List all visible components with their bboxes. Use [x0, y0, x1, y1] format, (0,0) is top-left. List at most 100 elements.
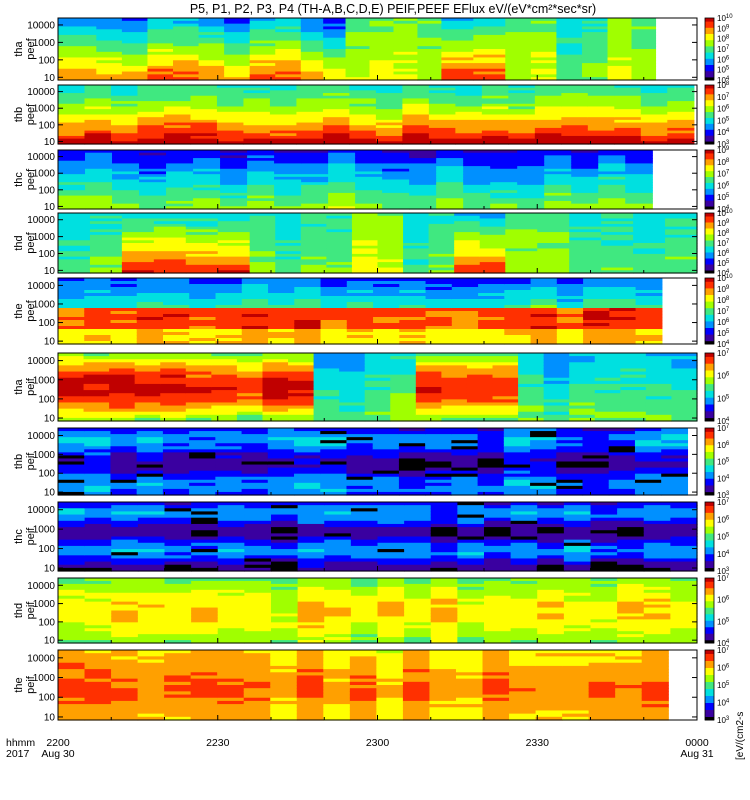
heatmap-cell [530, 302, 558, 306]
heatmap-cell [313, 387, 340, 391]
heatmap-cell [313, 359, 340, 363]
heatmap-cell [454, 267, 481, 271]
heatmap-cell [58, 589, 86, 594]
heatmap-cell [136, 473, 164, 478]
heatmap-cell [84, 440, 112, 444]
heatmap-cell [224, 63, 251, 67]
heatmap-cell [58, 68, 97, 73]
heatmap-cell [617, 598, 645, 603]
heatmap-cell [58, 221, 91, 225]
heatmap-cell [484, 511, 512, 516]
heatmap-cell [185, 402, 212, 407]
heatmap-cell [58, 411, 85, 416]
heatmap-cell [269, 90, 298, 94]
heatmap-cell [436, 182, 464, 186]
heatmap-cell [430, 542, 458, 547]
heatmap-cell [164, 505, 192, 509]
heatmap-cell [543, 353, 570, 357]
heatmap-cell [594, 368, 621, 373]
heatmap-cell [249, 43, 276, 47]
heatmap-cell [136, 305, 164, 309]
heatmap-cell [436, 192, 464, 197]
heatmap-cell [563, 637, 592, 641]
heatmap-cell [463, 168, 491, 173]
heatmap-cell [350, 523, 379, 528]
heatmap-cell [490, 158, 518, 162]
heatmap-cell [163, 323, 190, 327]
heatmap-cell [393, 49, 419, 53]
heatmap-cell [403, 221, 430, 225]
heatmap-cell [274, 195, 302, 199]
heatmap-cell [670, 523, 698, 528]
heatmap-cell [153, 267, 187, 271]
heatmap-cell [510, 583, 538, 588]
y-tick-label: 10000 [27, 581, 55, 592]
heatmap-cell [671, 414, 698, 419]
heatmap-cell [110, 323, 138, 327]
heatmap-cell [409, 171, 437, 175]
heatmap-cell [561, 125, 589, 129]
heatmap-cell [607, 60, 633, 64]
heatmap-cell [399, 311, 427, 315]
heatmap-cell [455, 93, 483, 97]
heatmap-cell [244, 583, 272, 588]
heatmap-cell [415, 374, 442, 379]
heatmap-cell [670, 549, 698, 553]
heatmap-cell [503, 431, 531, 435]
heatmap-cell [58, 536, 86, 541]
heatmap-cell [58, 637, 86, 641]
heatmap-cell [350, 555, 379, 560]
heatmap-cell [425, 329, 453, 333]
heatmap-cell [110, 437, 138, 441]
heatmap-cell [236, 396, 264, 400]
heatmap-cell [671, 408, 698, 413]
heatmap-cell [275, 237, 302, 241]
heatmap-cell [328, 200, 356, 205]
heatmap-cell [490, 198, 518, 202]
heatmap-cell [346, 437, 374, 441]
heatmap-cell [185, 234, 219, 239]
heatmap-cell [110, 455, 138, 460]
heatmap-cell [288, 399, 315, 404]
heatmap-cell [504, 338, 532, 342]
heatmap-cell [84, 293, 112, 297]
heatmap-cell [84, 338, 112, 342]
heatmap-cell [430, 545, 458, 550]
heatmap-cell [339, 414, 366, 419]
heatmap-cell [393, 68, 419, 73]
heatmap-cell [620, 371, 647, 376]
heatmap-cell [262, 365, 289, 370]
heatmap-cell [430, 564, 458, 569]
heatmap-cell [631, 37, 657, 42]
heatmap-cell [288, 353, 315, 357]
heatmap-cell [537, 539, 565, 544]
heatmap-cell [275, 20, 302, 25]
heatmap-cell [417, 43, 442, 47]
heatmap-cell [271, 578, 299, 582]
heatmap-cell [121, 23, 149, 28]
heatmap-cell [441, 68, 474, 73]
heatmap-cell [537, 259, 570, 263]
heatmap-cell [569, 396, 596, 400]
heatmap-cell [670, 555, 698, 560]
heatmap-cell [112, 166, 140, 170]
heatmap-cell [164, 564, 192, 569]
heatmap-cell [111, 536, 139, 541]
heatmap-cell [294, 281, 322, 285]
heatmap-cell [249, 68, 276, 73]
heatmap-cell [530, 37, 558, 42]
heatmap-cell [89, 251, 123, 255]
heatmap-cell [110, 117, 139, 121]
heatmap-cell [244, 598, 272, 603]
heatmap-cell [601, 223, 634, 228]
heatmap-cell [249, 270, 276, 274]
heatmap-cell [58, 182, 86, 186]
heatmap-cell [268, 278, 295, 282]
heatmap-cell [271, 567, 299, 572]
heatmap-cell [58, 49, 97, 53]
heatmap-cell [430, 628, 458, 632]
heatmap-cell [581, 49, 609, 53]
heatmap-cell [121, 264, 155, 269]
